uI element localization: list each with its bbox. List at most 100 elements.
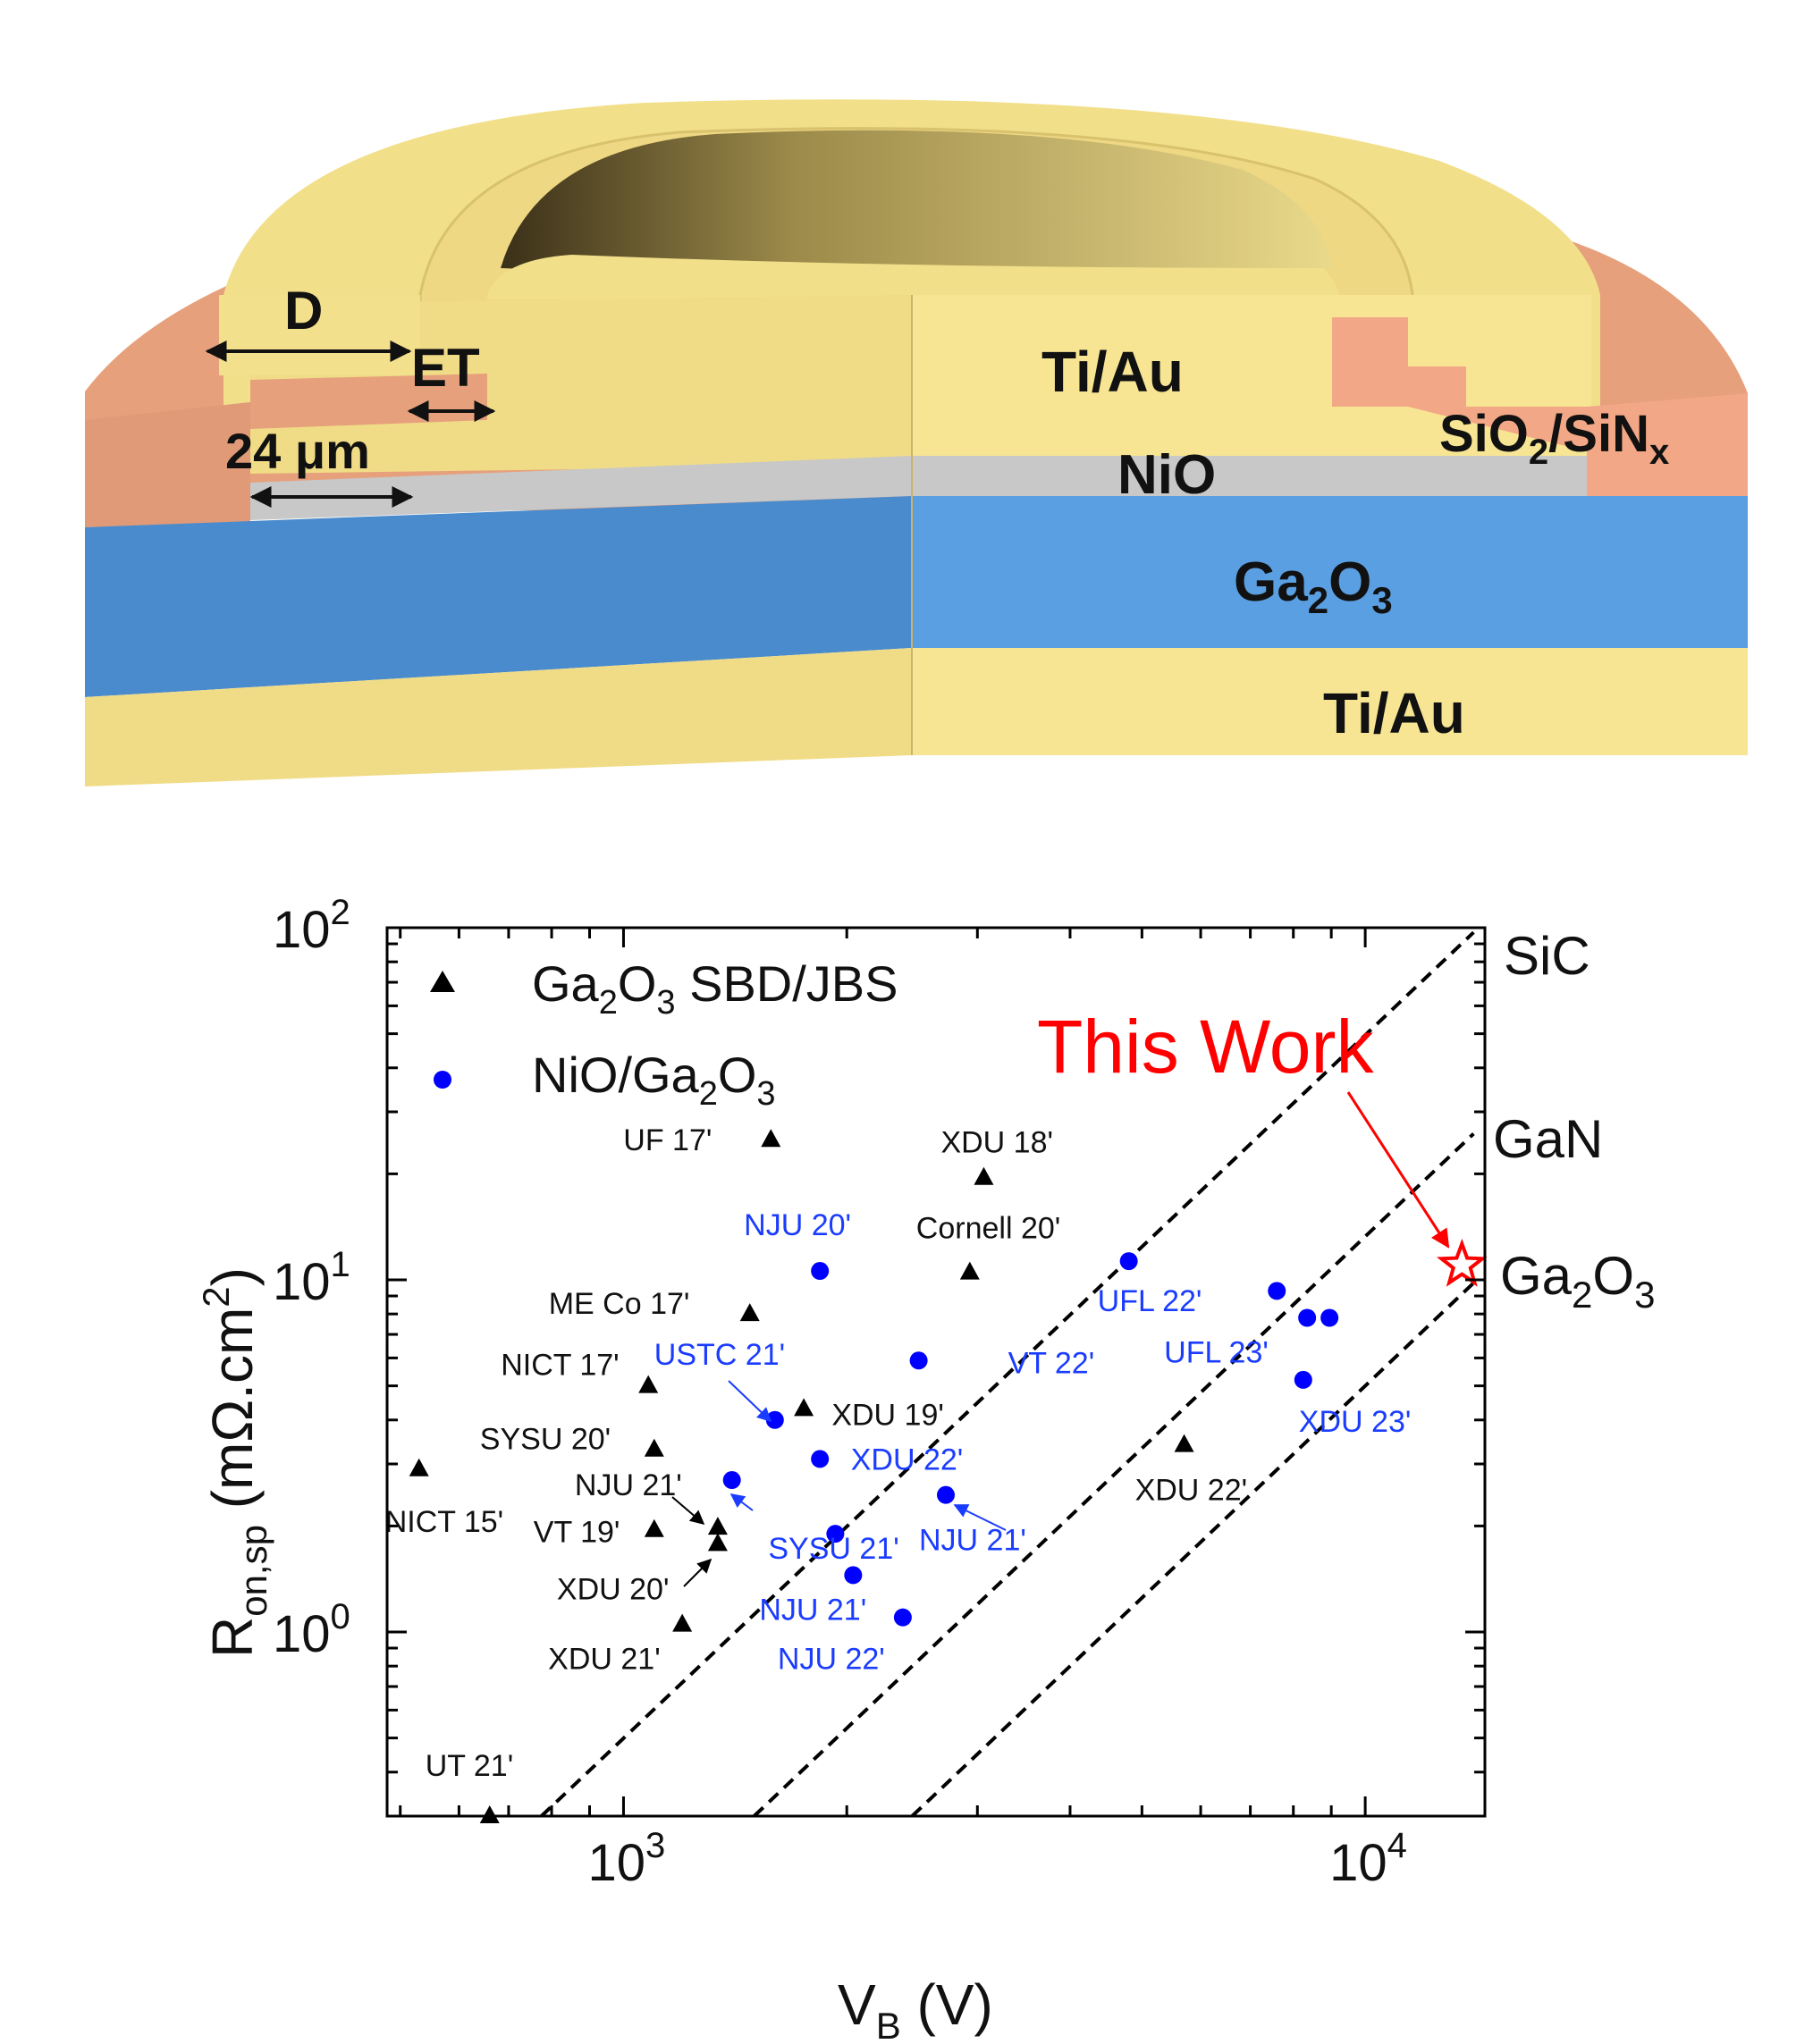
data-point-circle [937, 1485, 956, 1504]
nio-layer [250, 456, 1587, 520]
data-point-triangle [794, 1398, 814, 1417]
bottom-metal-right [912, 648, 1748, 755]
data-point-triangle [974, 1166, 994, 1185]
data-point-circle [811, 1450, 830, 1468]
legend-label-nio: NiO/Ga2O3 [532, 1047, 776, 1113]
bottom-metal-left [85, 648, 912, 786]
annotations: NICT 15' UT 21' NICT 17' SYSU 20' VT 19' XDU … [385, 1123, 1412, 1783]
passivation-label: SiO2/SiNx [1439, 405, 1669, 472]
dim-et-label: ET [411, 338, 480, 398]
ustc-21-arrow [728, 1380, 772, 1423]
axis-ticks: 103 104 100 101 102 [273, 893, 1485, 1892]
point-label: NJU 21' [759, 1593, 866, 1627]
this-work-star [1436, 1238, 1488, 1287]
bottom-metal-label: Ti/Au [1323, 681, 1465, 745]
point-label: NJU 21' [919, 1524, 1026, 1558]
data-point-circle [826, 1525, 845, 1544]
point-label: SYSU 21' [768, 1532, 898, 1566]
data-point-circle [1320, 1308, 1339, 1327]
y-tick-label: 102 [273, 893, 350, 959]
legend-label-sbd: Ga2O3 SBD/JBS [532, 955, 898, 1022]
data-point-circle [811, 1262, 830, 1281]
point-label: UFL 23' [1164, 1336, 1269, 1370]
data-point-triangle [1174, 1434, 1194, 1452]
y-tick-label: 100 [273, 1597, 350, 1663]
data-point-triangle [707, 1517, 728, 1535]
point-label: ME Co 17' [549, 1287, 690, 1321]
data-point-circle [909, 1351, 928, 1370]
point-label: XDU 18' [940, 1126, 1053, 1160]
data-marks [409, 1129, 1488, 1823]
passivation-right-edge [1587, 393, 1748, 500]
point-label: UT 21' [426, 1749, 513, 1783]
data-point-circle [844, 1566, 863, 1585]
point-label: NJU 22' [778, 1643, 885, 1677]
data-point-triangle [479, 1805, 500, 1823]
point-label: VT 22' [1008, 1346, 1095, 1380]
point-label: NJU 21' [575, 1468, 682, 1502]
substrate-label: Ga2O3 [1234, 551, 1393, 621]
data-point-triangle [644, 1518, 664, 1537]
nju-21-black-arrow [671, 1496, 705, 1526]
legend: Ga2O3 SBD/JBS NiO/Ga2O3 [430, 955, 898, 1113]
sysu-21-arrow [729, 1493, 754, 1511]
limit-lines [540, 930, 1475, 1818]
limit-line-2 [910, 1282, 1475, 1818]
point-label: Cornell 20' [916, 1212, 1060, 1246]
point-label: NICT 15' [385, 1505, 503, 1539]
point-label: USTC 21' [654, 1338, 785, 1372]
point-label: NJU 20' [744, 1208, 851, 1242]
ga2o3-line-label: Ga2O3 [1500, 1246, 1655, 1316]
ga2o3-layer-left [85, 496, 912, 697]
x-tick-label: 104 [1329, 1826, 1407, 1892]
dim-width-label: 24 μm [225, 423, 370, 479]
this-work-arrow [1346, 1091, 1450, 1249]
data-point-triangle [638, 1375, 659, 1393]
point-label: UFL 22' [1098, 1284, 1202, 1318]
data-point-triangle [761, 1129, 781, 1148]
x-axis-title: VB (V) [838, 1973, 993, 2044]
x-tick-label: 103 [587, 1826, 665, 1892]
point-label: NICT 17' [501, 1349, 619, 1383]
data-point-triangle [672, 1613, 693, 1632]
top-metal-cavity [501, 130, 1332, 277]
data-point-triangle [409, 1458, 429, 1476]
point-label: XDU 20' [557, 1572, 670, 1606]
passivation-right-upper [1332, 317, 1466, 407]
cavity-floor [487, 255, 1341, 299]
data-point-circle [1119, 1252, 1138, 1271]
point-label: XDU 19' [831, 1398, 944, 1432]
point-label: XDU 22' [851, 1443, 964, 1476]
data-point-circle [1294, 1370, 1312, 1389]
y-tick-label: 101 [273, 1245, 350, 1311]
data-point-triangle [739, 1303, 760, 1322]
nio-label: NiO [1117, 444, 1216, 506]
this-work-label: This Work [1037, 1005, 1374, 1089]
y-axis-title: Ron,sp (mΩ.cm2) [195, 1267, 274, 1658]
passivation-left [85, 402, 250, 527]
legend-circle-marker [434, 1071, 451, 1089]
point-label: SYSU 20' [480, 1423, 611, 1457]
gan-line-label: GaN [1493, 1109, 1603, 1169]
data-point-circle [722, 1471, 741, 1490]
data-point-triangle [959, 1261, 980, 1280]
device-cross-section: D ET 24 μm Ti/Au NiO SiO2/SiNx Ga2O3 Ti/… [85, 99, 1748, 786]
data-point-triangle [707, 1533, 728, 1552]
chart: NICT 15' UT 21' NICT 17' SYSU 20' VT 19' XDU … [195, 893, 1655, 2044]
point-label: VT 19' [534, 1516, 620, 1550]
nju-21-blue-arrow [953, 1504, 1007, 1531]
plot-frame [385, 926, 1487, 1818]
point-label: XDU 21' [548, 1643, 661, 1677]
point-label: XDU 22' [1135, 1474, 1248, 1508]
top-metal-label: Ti/Au [1041, 340, 1184, 404]
limit-line-1 [753, 1132, 1475, 1818]
data-point-circle [1268, 1282, 1286, 1300]
sic-line-label: SiC [1504, 926, 1590, 986]
ga2o3-layer-right [912, 496, 1748, 648]
legend-triangle-marker [430, 971, 455, 992]
xdu-20-arrow [683, 1558, 713, 1587]
point-label: XDU 23' [1299, 1405, 1412, 1439]
data-point-triangle [644, 1438, 664, 1457]
limit-line-0 [540, 930, 1475, 1818]
